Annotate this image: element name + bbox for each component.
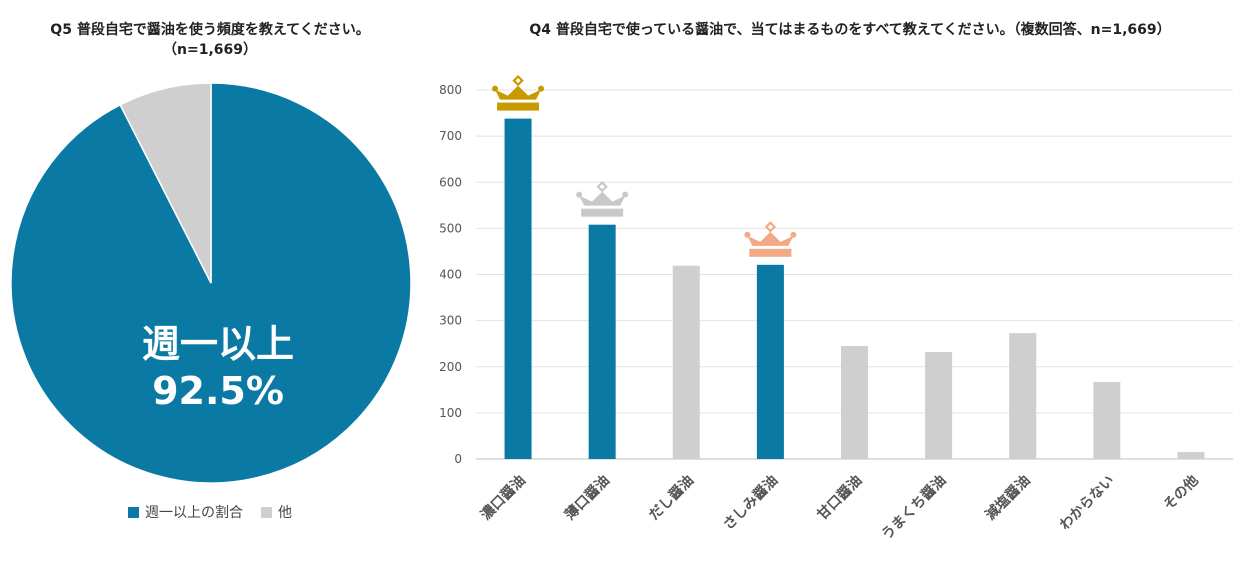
bar-chart: 0 100 200 300 400 500 600 700 800 濃口醤油 薄口醤油 だし醤油 さし… bbox=[440, 74, 1233, 543]
crown-bronze-icon bbox=[744, 221, 797, 257]
y-tick-label: 200 bbox=[440, 360, 462, 374]
bar-5 bbox=[925, 351, 953, 459]
pie-chart: 週一以上 92.5% bbox=[10, 82, 412, 484]
bar-4 bbox=[841, 345, 868, 459]
pie-chart-title: Q5 普段自宅で醤油を使う頻度を教えてください。 （n=1,669） bbox=[0, 20, 420, 60]
legend-label-weekly: 週一以上の割合 bbox=[145, 505, 243, 521]
bar-0 bbox=[504, 118, 532, 459]
x-tick-label: だし醤油 bbox=[645, 472, 697, 524]
bar-8 bbox=[1177, 452, 1205, 459]
bar-1 bbox=[588, 224, 616, 459]
bar-2 bbox=[672, 265, 700, 459]
bar-7 bbox=[1093, 381, 1121, 459]
pie-title-line2: （n=1,669） bbox=[163, 42, 257, 58]
legend-label-other: 他 bbox=[278, 505, 292, 521]
y-tick-label: 700 bbox=[440, 129, 462, 143]
pie-title-line1: Q5 普段自宅で醤油を使う頻度を教えてください。 bbox=[50, 22, 370, 38]
x-tick-label: 濃口醤油 bbox=[477, 472, 529, 524]
legend-item-weekly: 週一以上の割合 bbox=[128, 502, 243, 522]
y-tick-label: 500 bbox=[440, 221, 462, 235]
y-tick-label: 100 bbox=[440, 406, 462, 420]
crown-silver-icon bbox=[576, 181, 629, 217]
pie-slice-1 bbox=[119, 82, 212, 284]
x-tick-label: 甘口醤油 bbox=[814, 472, 866, 524]
pie-center-label: 週一以上 bbox=[142, 322, 294, 366]
y-tick-label: 400 bbox=[440, 268, 462, 282]
y-tick-label: 300 bbox=[440, 314, 462, 328]
legend-item-other: 他 bbox=[261, 502, 292, 522]
x-tick-label: その他 bbox=[1160, 472, 1202, 514]
crown-gold-icon bbox=[492, 74, 545, 111]
x-tick-label: 減塩醤油 bbox=[982, 472, 1034, 524]
x-tick-label: わからない bbox=[1057, 473, 1118, 534]
x-tick-label: うまくち醤油 bbox=[878, 472, 949, 543]
bar-3 bbox=[756, 264, 784, 459]
bar-6 bbox=[1009, 333, 1037, 459]
y-tick-label: 800 bbox=[440, 83, 462, 97]
x-tick-label: さしみ醤油 bbox=[720, 472, 782, 534]
bar-chart-title: Q4 普段自宅で使っている醤油で、当てはまるものをすべて教えてください。（複数回… bbox=[529, 22, 1171, 38]
y-tick-label: 600 bbox=[440, 175, 462, 189]
y-tick-label: 0 bbox=[454, 452, 462, 466]
x-tick-label: 薄口醤油 bbox=[561, 472, 613, 524]
legend-swatch-weekly bbox=[128, 506, 139, 518]
pie-center-value: 92.5% bbox=[152, 369, 284, 413]
pie-legend: 週一以上の割合 他 bbox=[0, 502, 420, 522]
legend-swatch-other bbox=[261, 506, 272, 518]
